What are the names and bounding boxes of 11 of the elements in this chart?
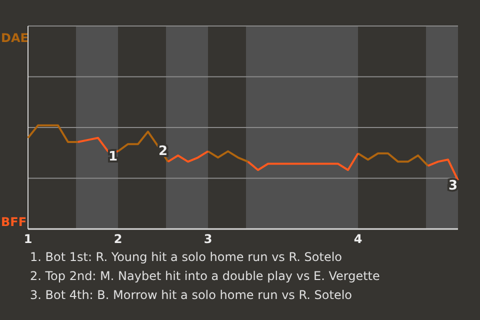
x-tick-label: 1 [24, 232, 32, 246]
text: 1. Bot 1st: R. Young hit a solo home run vs R. Sotelo [30, 250, 342, 264]
annotation: 1 [108, 149, 118, 164]
text: 3. Bot 4th: B. Morrow hit a solo home run vs R. Sotelo [30, 288, 352, 302]
text: BFF [1, 215, 27, 229]
text: 2. Top 2nd: M. Naybet hit into a double play vs E. Vergette [30, 269, 380, 283]
text: DAE [1, 31, 28, 45]
x-tick-label: 3 [204, 232, 212, 246]
annotation: 3 [448, 178, 458, 194]
x-tick-label: 2 [114, 232, 122, 246]
x-tick-label: 4 [354, 232, 362, 246]
